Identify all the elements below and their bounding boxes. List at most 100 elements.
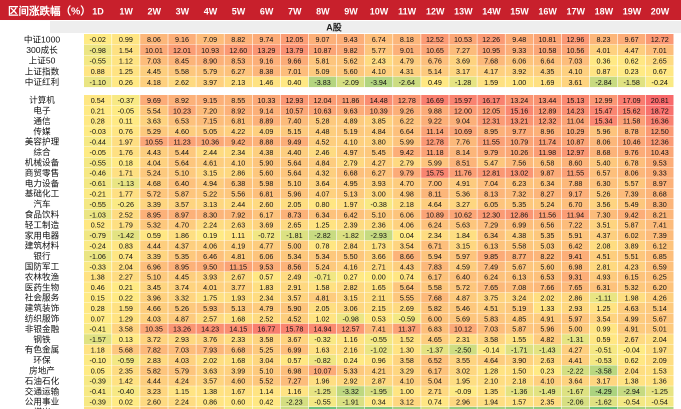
heatmap-cell — [561, 136, 590, 147]
heatmap-cell — [84, 105, 112, 116]
heatmap-cell — [140, 251, 168, 261]
heatmap-cell — [589, 188, 618, 199]
heatmap-cell — [224, 105, 252, 116]
cell-value: 1.42 — [119, 377, 133, 386]
cell-value: 5.72 — [456, 283, 470, 292]
heatmap-cell — [533, 313, 562, 324]
heatmap-cell — [589, 396, 618, 407]
cell-value: -0.55 — [90, 158, 106, 167]
heatmap-cell — [617, 355, 646, 365]
heatmap-cell — [168, 34, 196, 45]
heatmap-cell — [477, 355, 505, 365]
cell-value: 2.79 — [400, 158, 414, 167]
cell-value: 12.99 — [595, 96, 613, 105]
heatmap-cell — [196, 105, 224, 116]
cell-value: 5.13 — [231, 304, 245, 313]
heatmap-cell — [505, 407, 533, 409]
cell-value: 5.87 — [512, 325, 526, 334]
heatmap-cell — [252, 230, 281, 241]
heatmap-cell — [336, 157, 365, 168]
heatmap-cell — [561, 199, 590, 209]
cell-value: 10.23 — [173, 106, 191, 115]
cell-value: 1.63 — [316, 346, 330, 355]
cell-value: 5.47 — [484, 158, 498, 167]
heatmap-cell — [449, 76, 477, 88]
cell-value: 9.67 — [625, 35, 639, 44]
heatmap-cell — [168, 188, 196, 199]
heatmap-cell — [224, 178, 252, 189]
heatmap-cell — [477, 209, 505, 220]
heatmap-cell — [505, 147, 533, 157]
cell-value: 10.95 — [482, 46, 500, 55]
cell-value: -1.11 — [596, 294, 612, 303]
heatmap-cell — [533, 303, 562, 313]
cell-value: 7.41 — [653, 221, 667, 230]
cell-value: 0.23 — [625, 67, 639, 76]
heatmap-cell — [421, 303, 449, 313]
heatmap-cell — [168, 219, 196, 230]
cell-value: 1.38 — [625, 377, 639, 386]
heatmap-cell — [477, 313, 505, 324]
cell-value: 2.87 — [372, 377, 386, 386]
cell-value: 12.78 — [426, 138, 444, 147]
heatmap-cell — [646, 271, 674, 282]
heatmap-cell — [421, 66, 449, 77]
cell-value: -0.79 — [90, 231, 106, 240]
heatmap-cell — [449, 66, 477, 77]
cell-value: 4.37 — [175, 242, 189, 251]
heatmap-cell — [421, 355, 449, 365]
heatmap-cell — [140, 199, 168, 209]
cell-value: 4.81 — [316, 294, 330, 303]
heatmap-cell — [393, 55, 421, 66]
heatmap-cell — [393, 230, 421, 241]
heatmap-cell — [617, 251, 646, 261]
heatmap-cell — [308, 199, 337, 209]
heatmap-cell — [365, 396, 393, 407]
cell-value: 4.60 — [231, 377, 245, 386]
cell-value: 5.77 — [372, 46, 386, 55]
heatmap-cell — [140, 271, 168, 282]
cell-value: 4.77 — [259, 242, 273, 251]
heatmap-cell — [533, 105, 562, 116]
heatmap-cell — [336, 66, 365, 77]
heatmap-cell — [168, 157, 196, 168]
cell-value: 2.67 — [231, 273, 245, 282]
heatmap-cell — [252, 66, 281, 77]
heatmap-cell — [196, 209, 224, 220]
heatmap-cell — [112, 407, 140, 409]
cell-value: 3.00 — [372, 190, 386, 199]
cell-value: -0.98 — [90, 46, 106, 55]
heatmap-cell — [280, 271, 309, 282]
table-row: 钢铁 -1.57 0.13 3.72 2.93 3.76 2.33 3.58 3.67 -0.32… — [33, 333, 674, 344]
heatmap-cell — [84, 251, 112, 261]
cell-value: -1.37 — [427, 346, 443, 355]
cell-value: 6.68 — [231, 346, 245, 355]
cell-value: 10.65 — [426, 46, 444, 55]
heatmap-cell — [449, 219, 477, 230]
cell-value: 4.87 — [456, 294, 470, 303]
cell-value: 10.46 — [623, 138, 641, 147]
cell-value: 9.17 — [568, 190, 582, 199]
heatmap-cell — [140, 313, 168, 324]
heatmap-cell — [393, 157, 421, 168]
heatmap-cell — [280, 323, 309, 334]
heatmap-cell — [646, 375, 674, 386]
cell-value: 3.93 — [372, 179, 386, 188]
cell-value: 4.17 — [484, 67, 498, 76]
heatmap-cell — [617, 157, 646, 168]
heatmap-cell — [561, 365, 590, 376]
heatmap-cell — [280, 292, 309, 303]
cell-value: 3.04 — [259, 356, 273, 365]
cell-value: 0.78 — [316, 242, 330, 251]
cell-value: 14.94 — [314, 325, 332, 334]
cell-value: 6.76 — [428, 57, 442, 66]
heatmap-cell — [561, 188, 590, 199]
heatmap-cell — [140, 386, 168, 397]
heatmap-cell — [365, 355, 393, 365]
heatmap-cell — [421, 365, 449, 376]
heatmap-cell — [224, 251, 252, 261]
cell-value: 7.32 — [512, 190, 526, 199]
heatmap-cell — [84, 66, 112, 77]
heatmap-cell — [336, 230, 365, 241]
heatmap-cell — [365, 126, 393, 137]
